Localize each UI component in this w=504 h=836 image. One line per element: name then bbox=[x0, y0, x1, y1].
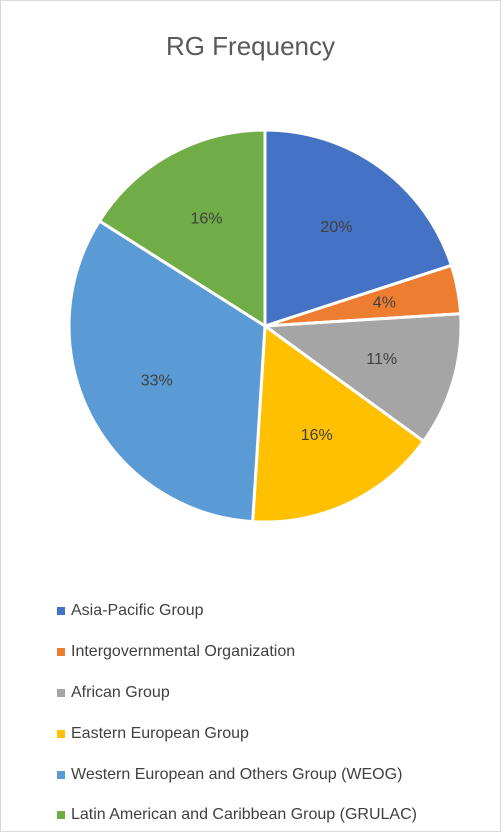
legend-swatch bbox=[57, 811, 65, 820]
pie-slice-3 bbox=[260, 312, 463, 444]
legend-swatch bbox=[57, 607, 65, 616]
slice-data-label-4: 16% bbox=[301, 427, 333, 444]
legend-item-1: Asia-Pacific Group bbox=[57, 591, 417, 632]
slice-data-label-2: 4% bbox=[373, 294, 396, 311]
pie-chart: 20% 4% 11% 16% 33% 16% bbox=[67, 128, 463, 524]
slice-data-label-3: 11% bbox=[366, 351, 397, 368]
legend-label: Asia-Pacific Group bbox=[71, 602, 204, 620]
pie-slice-4 bbox=[251, 323, 426, 524]
legend-item-6: Latin American and Caribbean Group (GRUL… bbox=[57, 795, 417, 836]
pie-slice-1 bbox=[263, 128, 454, 329]
legend-swatch bbox=[57, 648, 65, 657]
legend-label: Western European and Others Group (WEOG) bbox=[71, 765, 403, 783]
legend-swatch bbox=[57, 770, 65, 779]
legend-item-3: African Group bbox=[57, 673, 417, 714]
slice-data-label-5: 33% bbox=[141, 372, 173, 389]
legend-label: Eastern European Group bbox=[71, 724, 249, 742]
legend-label: African Group bbox=[71, 683, 170, 701]
legend-item-5: Western European and Others Group (WEOG) bbox=[57, 754, 417, 795]
slice-data-label-1: 20% bbox=[320, 219, 352, 236]
slice-data-label-6: 16% bbox=[190, 211, 222, 228]
legend-label: Latin American and Caribbean Group (GRUL… bbox=[71, 806, 417, 824]
chart-legend: Asia-Pacific Group Intergovernmental Orga… bbox=[57, 591, 417, 836]
legend-swatch bbox=[57, 688, 65, 697]
legend-swatch bbox=[57, 729, 65, 738]
legend-item-4: Eastern European Group bbox=[57, 713, 417, 754]
legend-item-2: Intergovernmental Organization bbox=[57, 632, 417, 673]
pie-slice-6 bbox=[97, 128, 267, 329]
legend-label: Intergovernmental Organization bbox=[71, 643, 296, 661]
chart-title: RG Frequency bbox=[165, 31, 336, 61]
